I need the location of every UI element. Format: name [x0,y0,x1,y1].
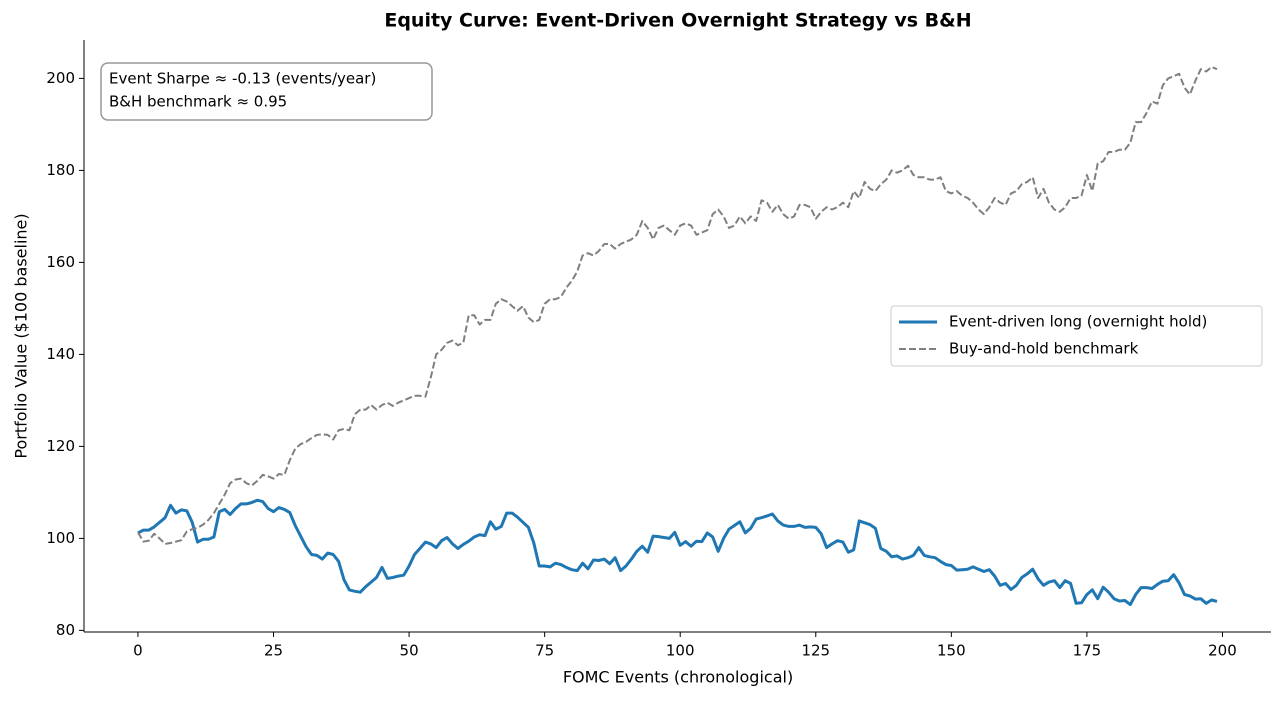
y-tick-label: 200 [46,69,75,87]
y-tick-label: 80 [56,621,75,639]
annotation-text: Event Sharpe ≈ -0.13 (events/year) [109,70,376,88]
y-axis-label: Portfolio Value ($100 baseline) [12,213,31,458]
x-tick-label: 25 [264,642,283,660]
x-tick-label: 125 [801,642,830,660]
x-tick-label: 0 [133,642,143,660]
legend-box [890,305,1263,367]
x-tick-label: 175 [1073,642,1102,660]
y-tick-label: 100 [46,529,75,547]
legend-label: Event-driven long (overnight hold) [949,313,1207,331]
x-tick-label: 50 [400,642,419,660]
y-tick-label: 180 [46,161,75,179]
x-tick-label: 100 [666,642,695,660]
series-line [137,498,1218,607]
chart-title: Equity Curve: Event-Driven Overnight Str… [384,10,971,32]
x-axis-label: FOMC Events (chronological) [563,668,793,687]
annotation-text: B&H benchmark ≈ 0.95 [109,93,287,111]
y-tick-label: 140 [46,345,75,363]
x-tick-label: 150 [937,642,966,660]
y-tick-label: 120 [46,437,75,455]
legend-label: Buy-and-hold benchmark [949,340,1139,358]
annotation-box [100,62,433,121]
x-tick-label: 75 [535,642,554,660]
x-tick-label: 200 [1208,642,1237,660]
series-line [137,65,1218,545]
y-tick-label: 160 [46,253,75,271]
